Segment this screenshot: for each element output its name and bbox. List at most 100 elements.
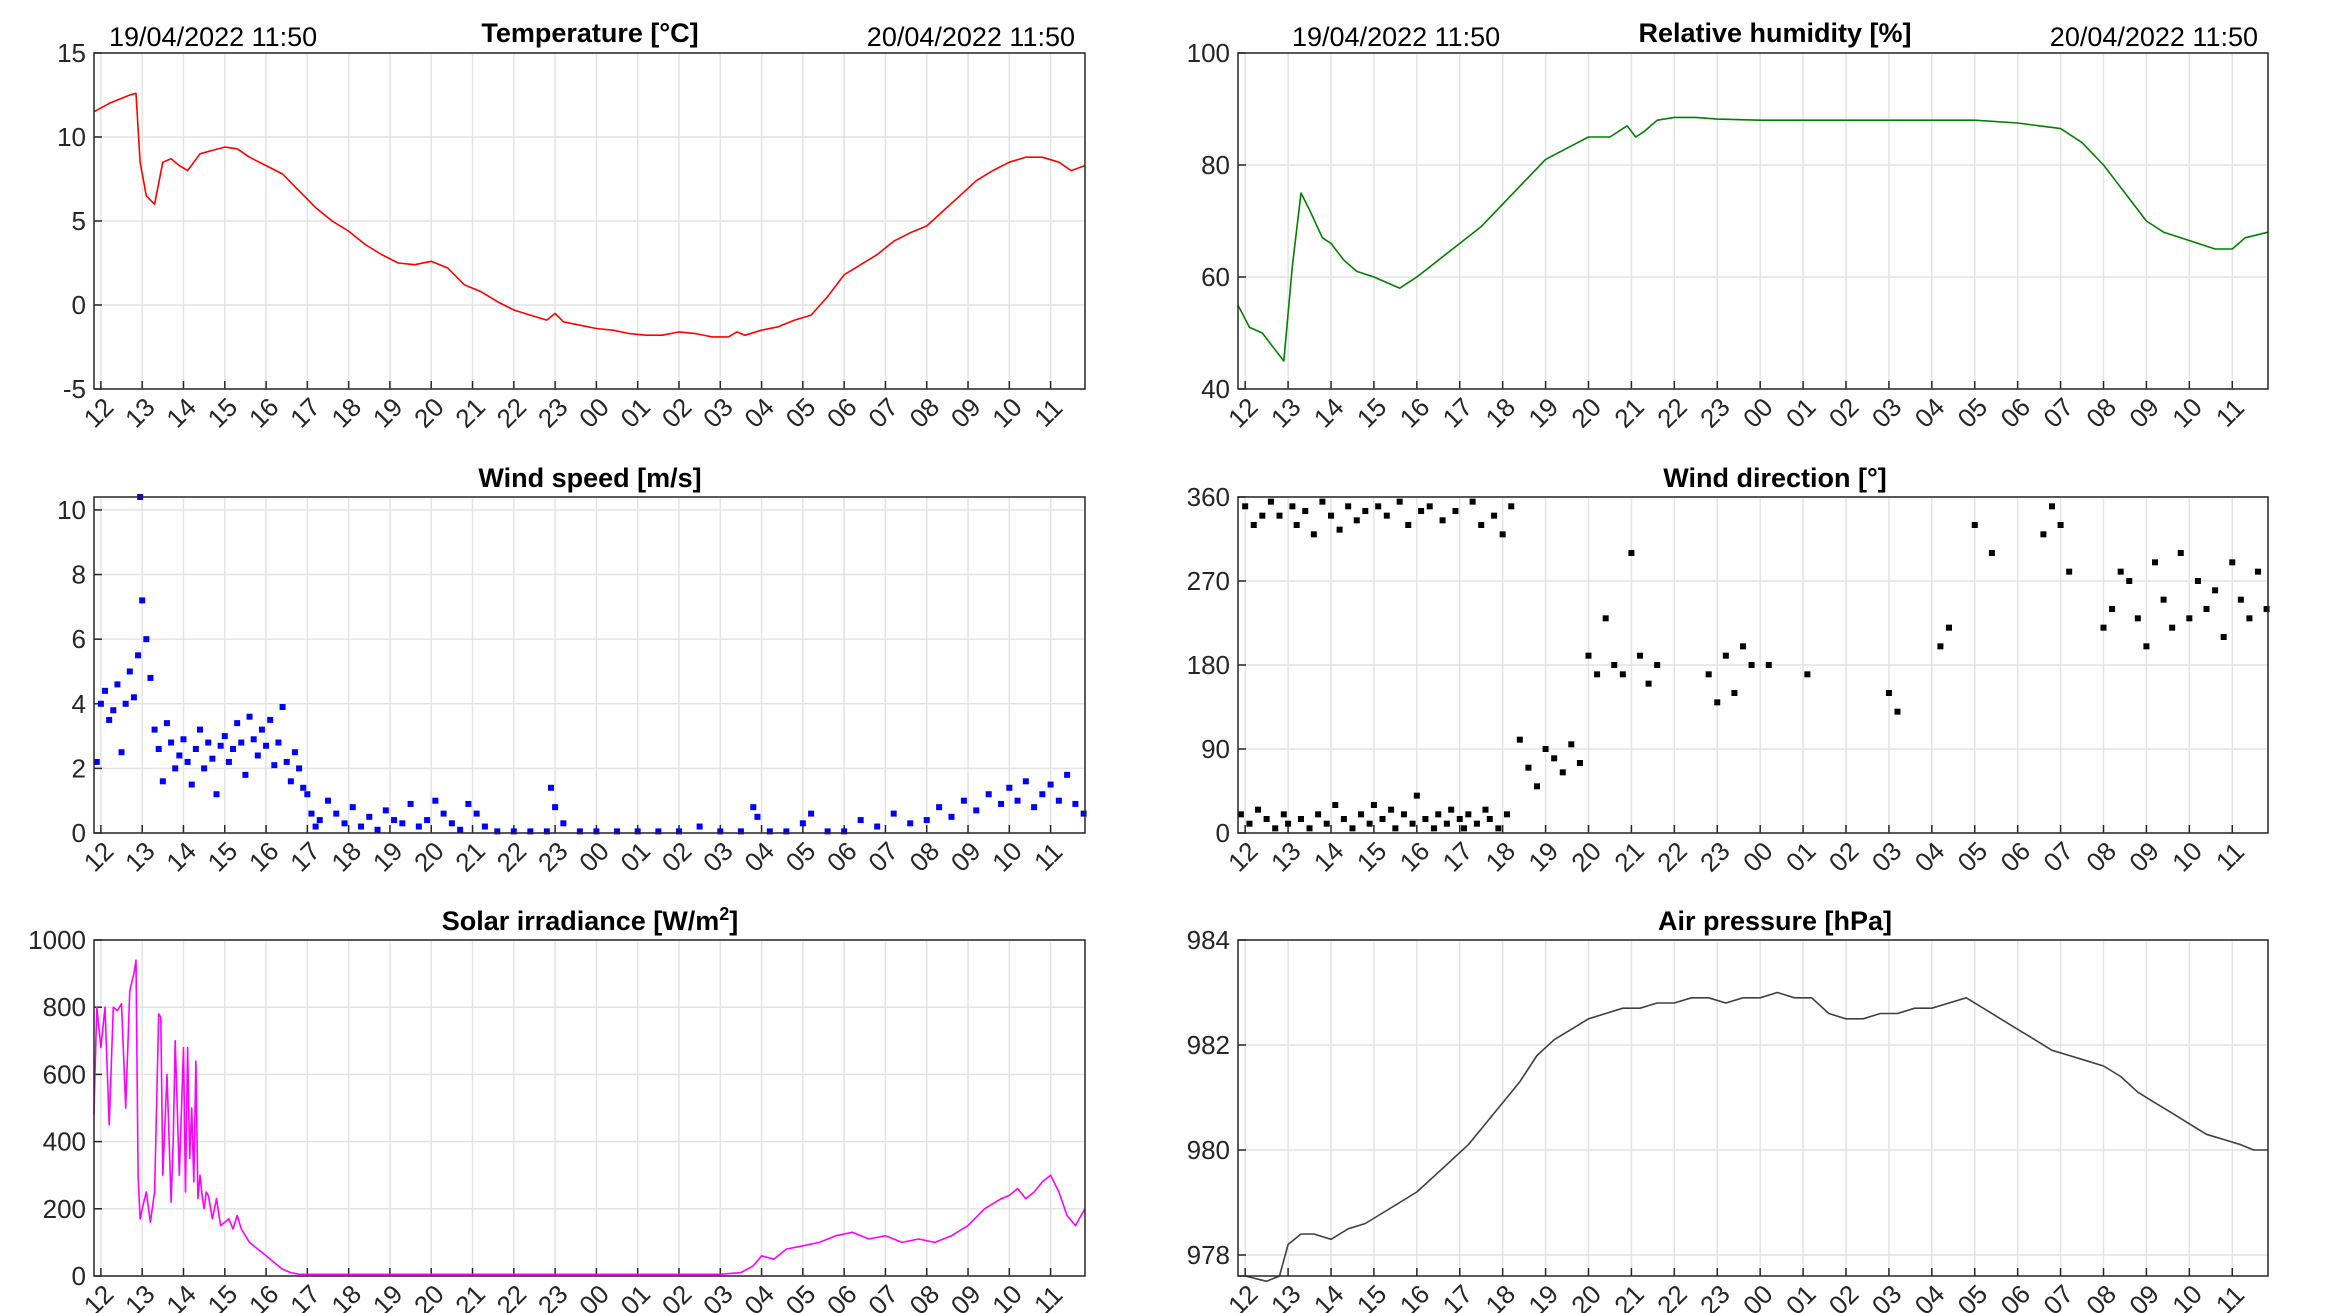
- x-tick-label: 10: [2166, 836, 2208, 878]
- wind_direction-data-point: [1456, 816, 1463, 822]
- wind_speed-data-point: [1080, 810, 1087, 817]
- wind_speed-data-point: [217, 742, 224, 749]
- wind_direction-data-point: [1263, 816, 1270, 822]
- wind_speed-data-point: [163, 720, 170, 727]
- x-tick-label: 18: [1479, 392, 1521, 434]
- x-tick-label: 15: [202, 1279, 244, 1313]
- wind_direction-data-point: [1400, 811, 1407, 818]
- x-tick-label: 23: [532, 836, 574, 878]
- wind_speed-data-point: [155, 746, 162, 752]
- x-tick-label: 05: [780, 1279, 822, 1313]
- x-tick-label: 13: [1265, 392, 1307, 434]
- x-tick-label: 04: [738, 836, 780, 878]
- wind_direction-data-point: [1705, 671, 1712, 678]
- wind_direction-data-point: [1336, 526, 1343, 533]
- x-tick-label: 17: [284, 836, 326, 878]
- x-tick-label: 15: [1351, 1279, 1393, 1313]
- axes-frame: [1237, 939, 2269, 1277]
- wind_direction-data-point: [1246, 820, 1253, 827]
- humidity-title: Relative humidity [%]: [1638, 18, 1911, 48]
- wind_speed-data-point: [1055, 797, 1062, 804]
- wind_direction-data-point: [1491, 512, 1498, 519]
- wind_direction-data-point: [1619, 671, 1626, 678]
- wind_speed-data-point: [201, 765, 208, 772]
- x-tick-label: 20: [1565, 836, 1607, 878]
- wind_direction-data-point: [1637, 652, 1644, 659]
- wind_direction-data-point: [1267, 498, 1274, 505]
- wind_speed-data-point: [527, 828, 534, 835]
- x-tick-label: 19: [1522, 1279, 1564, 1313]
- wind_direction-data-point: [2160, 596, 2167, 603]
- x-tick-label: 04: [1909, 836, 1951, 878]
- wind_direction-data-point: [1988, 550, 1995, 556]
- x-tick-label: 00: [1737, 1279, 1779, 1313]
- wind_speed-data-point: [304, 791, 311, 798]
- y-tick-label: 800: [43, 992, 86, 1022]
- wind_direction-data-point: [1310, 531, 1317, 538]
- wind_speed-data-point: [254, 752, 261, 759]
- humidity-panel: 19/04/2022 11:50 20/04/2022 11:50 Relati…: [1187, 18, 2269, 434]
- wind_direction-data-point: [1542, 746, 1549, 752]
- wind_direction-data-point: [1486, 816, 1493, 822]
- wind_direction-data-point: [1628, 550, 1635, 556]
- wind_direction-data-point: [1551, 755, 1558, 762]
- wind_speed-data-point: [267, 716, 274, 723]
- wind_speed-data-point: [300, 784, 307, 791]
- wind_direction-data-point: [1323, 820, 1330, 827]
- x-tick-label: 04: [738, 392, 780, 434]
- wind_speed-data-point: [324, 797, 331, 804]
- wind_speed-data-point: [114, 681, 121, 688]
- wind_direction-data-point: [1508, 503, 1515, 510]
- wind_speed-data-point: [560, 820, 567, 827]
- wind_direction-data-point: [1276, 512, 1283, 519]
- x-tick-label: 15: [1351, 392, 1393, 434]
- wind_direction-data-point: [1259, 512, 1266, 519]
- wind_direction-data-point: [2186, 615, 2193, 622]
- wind_direction-data-point: [1409, 820, 1416, 827]
- x-tick-label: 20: [1565, 1279, 1607, 1313]
- wind_direction-data-point: [1469, 498, 1476, 505]
- wind_speed-data-point: [424, 817, 431, 824]
- wind_direction-data-point: [1362, 508, 1369, 514]
- wind_direction-data-point: [1366, 820, 1373, 827]
- wind_speed-data-point: [176, 752, 183, 759]
- y-tick-label: 600: [43, 1059, 86, 1089]
- temperature-start-time: 19/04/2022 11:50: [109, 22, 317, 52]
- x-tick-label: 12: [1222, 1279, 1264, 1313]
- wind_direction-data-point: [1289, 503, 1296, 510]
- wind_speed-data-point: [675, 828, 682, 835]
- wind_direction-data-point: [2152, 559, 2159, 566]
- x-tick-label: 05: [1952, 1279, 1994, 1313]
- wind_speed-data-point: [188, 781, 195, 788]
- x-tick-label: 16: [1394, 392, 1436, 434]
- wind_direction-data-point: [1250, 522, 1257, 528]
- x-tick-label: 09: [2123, 836, 2165, 878]
- axes-frame: [93, 496, 1086, 834]
- wind_speed-data-point: [316, 817, 323, 824]
- wind_direction-data-point: [2203, 606, 2210, 612]
- x-tick-label: 00: [573, 836, 615, 878]
- wind_speed-data-point: [110, 707, 117, 714]
- wind_speed-data-point: [192, 746, 199, 752]
- wind_direction-data-point: [1465, 811, 1472, 818]
- x-tick-label: 03: [1866, 836, 1908, 878]
- x-tick-label: 07: [862, 1279, 904, 1313]
- wind_speed-data-point: [399, 820, 406, 827]
- x-tick-label: 15: [1351, 836, 1393, 878]
- wind_direction-data-point: [1804, 671, 1811, 678]
- x-tick-label: 09: [945, 1279, 987, 1313]
- wind_speed-data-point: [985, 791, 992, 798]
- wind_direction-data-point: [2220, 634, 2227, 640]
- x-tick-label: 07: [862, 836, 904, 878]
- y-tick-label: 180: [1187, 650, 1230, 680]
- x-tick-label: 04: [1909, 1279, 1951, 1313]
- wind_speed-data-point: [907, 820, 914, 827]
- x-tick-label: 22: [1651, 1279, 1693, 1313]
- x-tick-label: 16: [1394, 836, 1436, 878]
- x-tick-label: 02: [656, 392, 698, 434]
- x-tick-label: 07: [2037, 392, 2079, 434]
- x-tick-label: 10: [986, 392, 1028, 434]
- x-tick-label: 03: [1866, 1279, 1908, 1313]
- wind_speed-data-point: [494, 828, 501, 835]
